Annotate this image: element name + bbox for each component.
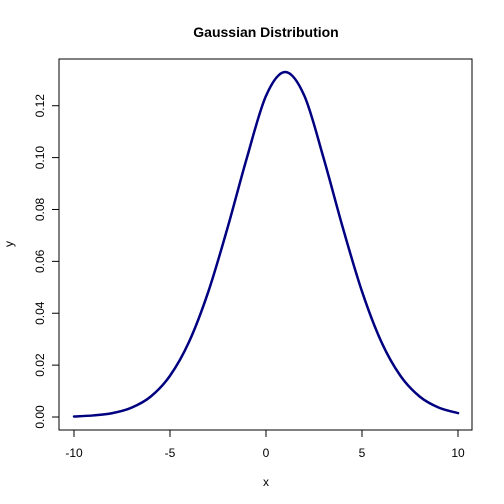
- y-axis: 0.00 0.02 0.04 0.06 0.08 0.10 0.12: [33, 94, 60, 429]
- y-tick-label: 0.04: [33, 301, 47, 325]
- plot-frame: [58, 58, 473, 431]
- y-tick-label: 0.10: [33, 146, 47, 170]
- y-tick-label: 0.08: [33, 197, 47, 221]
- x-tick-label: 0: [263, 446, 270, 460]
- y-tick-label: 0.00: [33, 405, 47, 429]
- y-tick-label: 0.02: [33, 353, 47, 377]
- y-tick-label: 0.06: [33, 249, 47, 273]
- y-tick-label: 0.12: [33, 94, 47, 118]
- x-tick-label: -10: [65, 446, 83, 460]
- x-axis-label: x: [263, 475, 269, 489]
- x-tick-label: -5: [165, 446, 176, 460]
- y-axis-label: y: [2, 241, 16, 247]
- plot-area: [72, 70, 460, 418]
- series-line: [72, 70, 460, 418]
- chart-title: Gaussian Distribution: [193, 24, 338, 40]
- x-axis: -10 -5 0 5 10: [65, 429, 465, 460]
- x-tick-label: 10: [451, 446, 465, 460]
- x-tick-label: 5: [359, 446, 366, 460]
